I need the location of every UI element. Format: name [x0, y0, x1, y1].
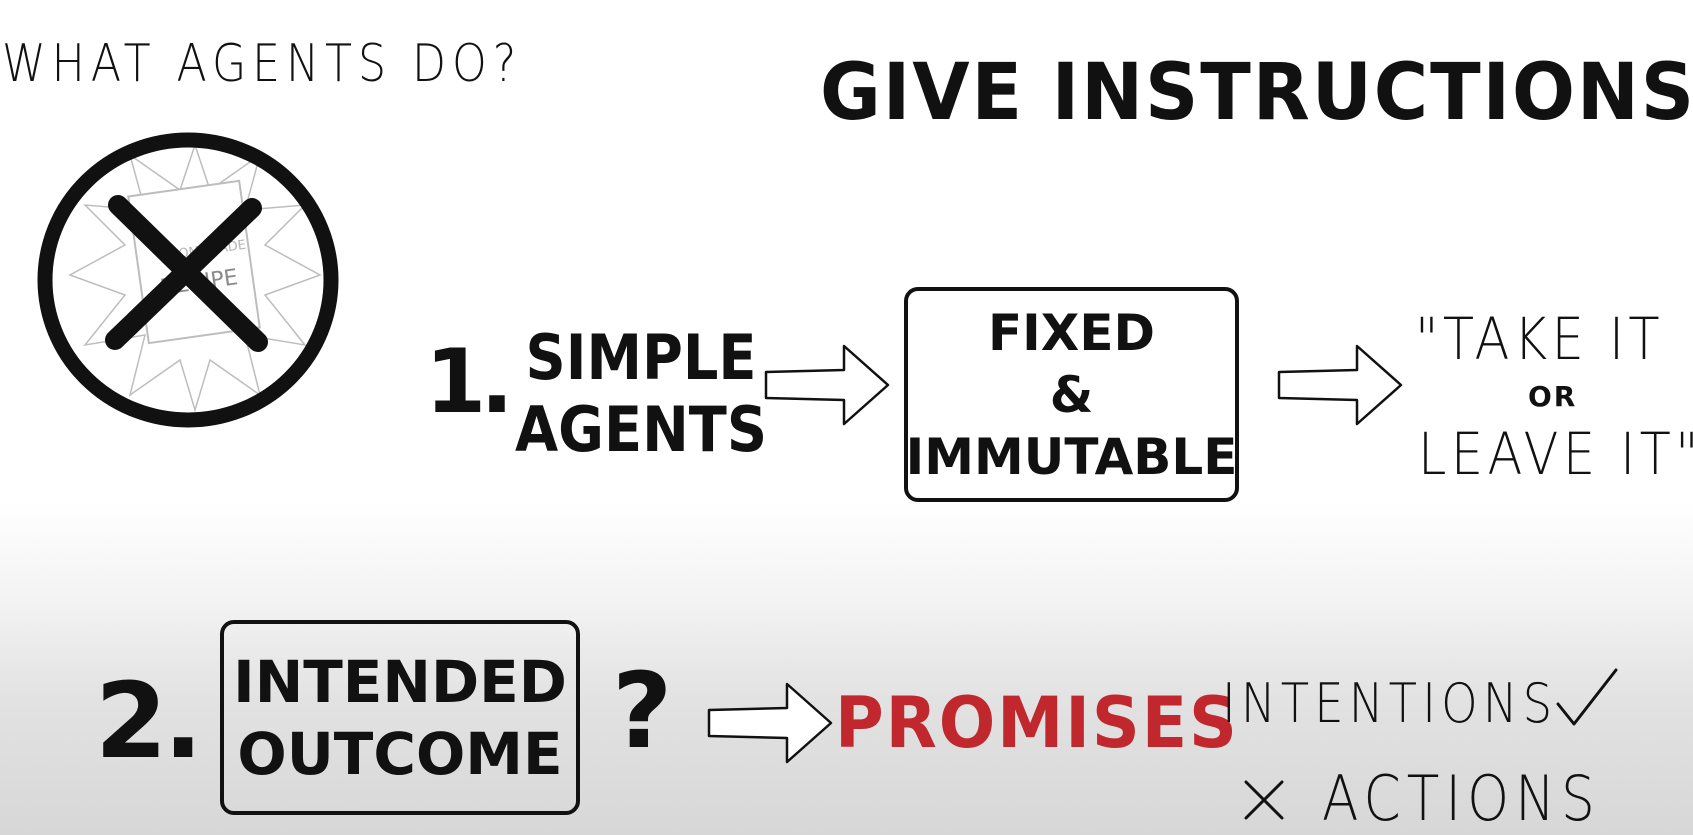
- fixed-box-line1: FIXED: [988, 303, 1155, 362]
- question-mark: ?: [612, 650, 673, 772]
- step-1-label-line2: AGENTS: [515, 393, 768, 466]
- intentions-label: INTENTIONS: [1222, 672, 1558, 735]
- step-1-label-line1: SIMPLE: [525, 321, 757, 394]
- promises-label: PROMISES: [835, 682, 1239, 764]
- check-icon: [1556, 668, 1618, 726]
- x-icon: [1244, 780, 1284, 820]
- question-heading: WHAT AGENTS DO?: [2, 34, 523, 94]
- step-2-number: 2.: [95, 660, 203, 782]
- crossed-out-recipe-icon: HOMEMADE RECIPE: [37, 132, 339, 428]
- intended-box-line2: OUTCOME: [237, 719, 563, 788]
- leave-it-text: LEAVE IT": [1418, 420, 1693, 488]
- take-it-text: "TAKE IT: [1415, 305, 1664, 373]
- intended-box-line1: INTENDED: [233, 647, 567, 716]
- step-1-label: SIMPLE AGENTS: [515, 322, 767, 466]
- right-arrow-icon: [1277, 344, 1403, 426]
- page-title: GIVE INSTRUCTIONS: [820, 48, 1693, 138]
- or-text: OR: [1528, 380, 1578, 413]
- step-1-number: 1.: [425, 330, 514, 433]
- fixed-immutable-box: FIXED & IMMUTABLE: [904, 287, 1239, 502]
- right-arrow-icon: [707, 682, 833, 764]
- fixed-box-line2: &: [1049, 365, 1094, 424]
- actions-label: ACTIONS: [1322, 762, 1601, 835]
- fixed-box-line3: IMMUTABLE: [905, 427, 1238, 486]
- right-arrow-icon: [764, 344, 890, 426]
- intended-outcome-box: INTENDED OUTCOME: [220, 620, 580, 815]
